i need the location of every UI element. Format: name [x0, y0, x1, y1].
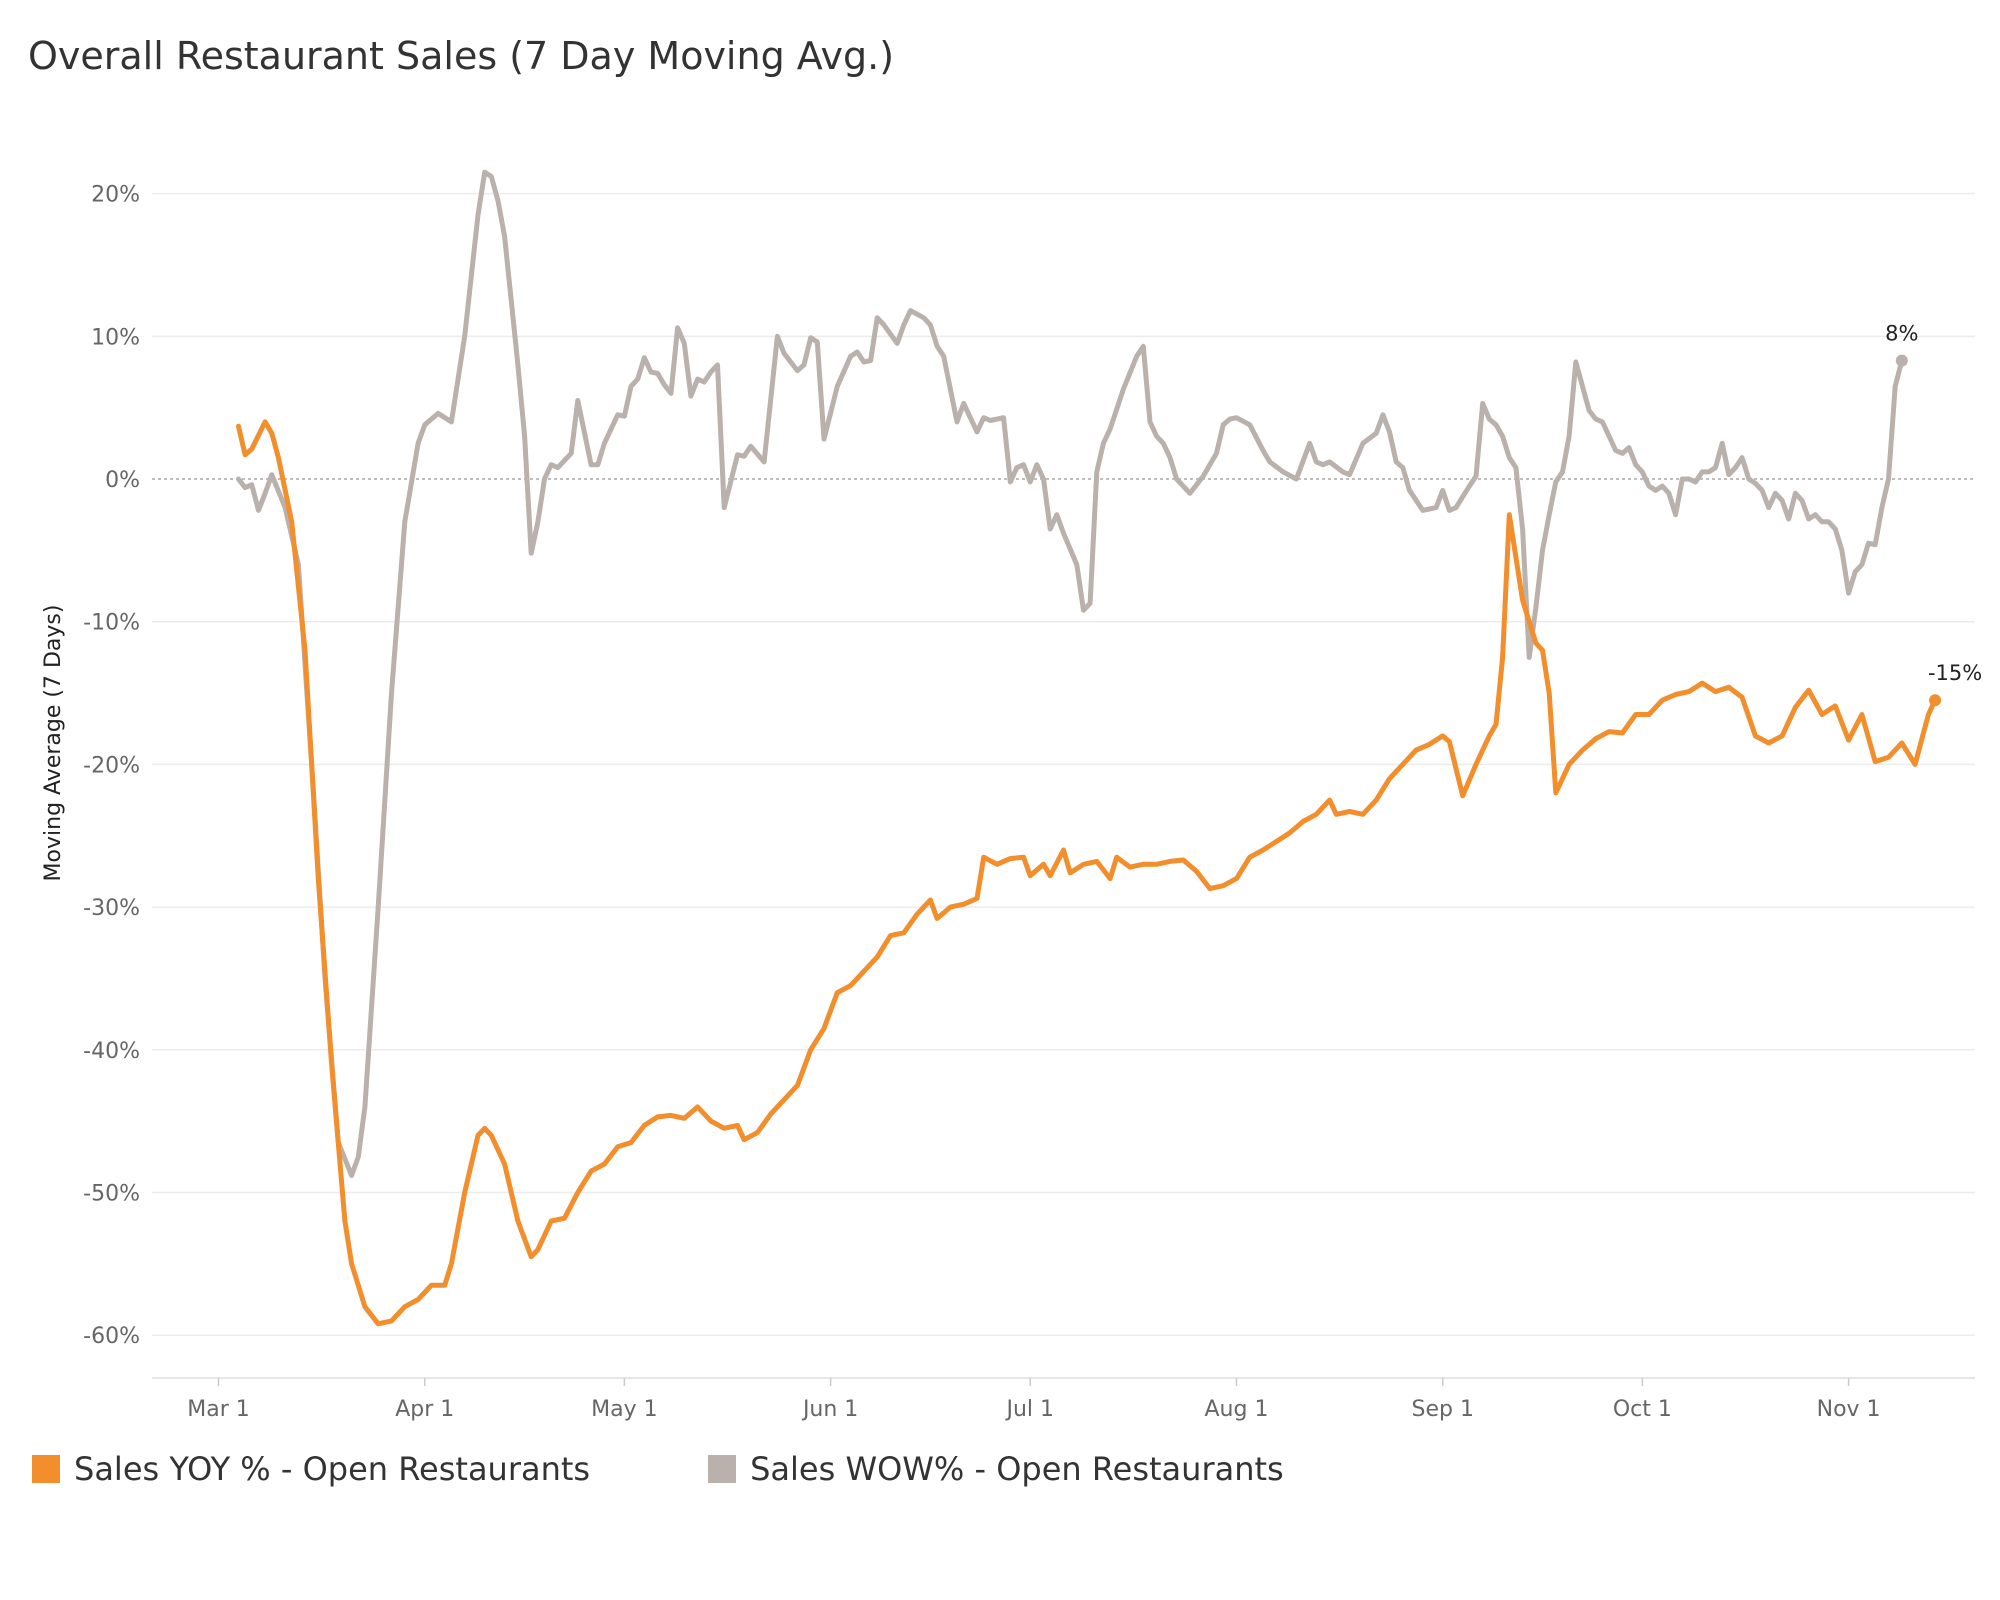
y-tick-label: 10%	[91, 325, 140, 350]
x-tick-label: Apr 1	[395, 1397, 454, 1422]
x-tick-label: May 1	[591, 1397, 657, 1422]
legend-label-yoy: Sales YOY % - Open Restaurants	[74, 1450, 591, 1488]
y-tick-label: 0%	[105, 468, 140, 493]
legend-label-wow: Sales WOW% - Open Restaurants	[750, 1450, 1284, 1488]
y-axis-label: Moving Average (7 Days)	[41, 605, 66, 882]
series-line-0	[236, 419, 1938, 1327]
y-tick-label: -20%	[83, 753, 140, 778]
x-tick-label: Nov 1	[1817, 1397, 1881, 1422]
y-tick-label: -10%	[83, 611, 140, 636]
end-marker-1	[1895, 354, 1908, 367]
y-tick-label: -30%	[83, 896, 140, 921]
legend-swatch-wow	[708, 1455, 737, 1483]
legend-item-wow[interactable]: Sales WOW% - Open Restaurants	[708, 1450, 1284, 1488]
y-tick-label: -40%	[83, 1039, 140, 1064]
end-label-1: 8%	[1885, 322, 1918, 346]
chart-title: Overall Restaurant Sales (7 Day Moving A…	[28, 34, 895, 78]
x-tick-label: Jul 1	[1004, 1397, 1054, 1422]
y-tick-label: -50%	[83, 1181, 140, 1206]
series-line-1	[236, 169, 1905, 1178]
gridlines	[152, 192, 1975, 1336]
legend: Sales YOY % - Open Restaurants Sales WOW…	[32, 1450, 1284, 1488]
legend-item-yoy[interactable]: Sales YOY % - Open Restaurants	[32, 1450, 590, 1488]
y-tick-label: 20%	[91, 183, 140, 208]
x-tick-label: Sep 1	[1412, 1397, 1474, 1422]
x-tick-label: Oct 1	[1613, 1397, 1672, 1422]
x-tick-label: Jun 1	[801, 1397, 858, 1422]
series-end-markers: 8% -15%	[1885, 322, 1982, 707]
x-tick-label: Aug 1	[1205, 1397, 1269, 1422]
x-axis-ticks: Mar 1 Apr 1 May 1 Jun 1 Jul 1 Aug 1 Sep 1 Oct 1…	[187, 1378, 1881, 1422]
y-axis-ticks: 20% 10% 0% -10% -20% -30% -40% -50% -60%	[83, 183, 140, 1350]
end-label-0: -15%	[1928, 661, 1982, 685]
legend-swatch-yoy	[32, 1455, 60, 1483]
y-tick-label: -60%	[83, 1324, 140, 1349]
x-tick-label: Mar 1	[187, 1397, 250, 1422]
end-marker-0	[1929, 694, 1942, 707]
series-lines	[236, 169, 1938, 1327]
